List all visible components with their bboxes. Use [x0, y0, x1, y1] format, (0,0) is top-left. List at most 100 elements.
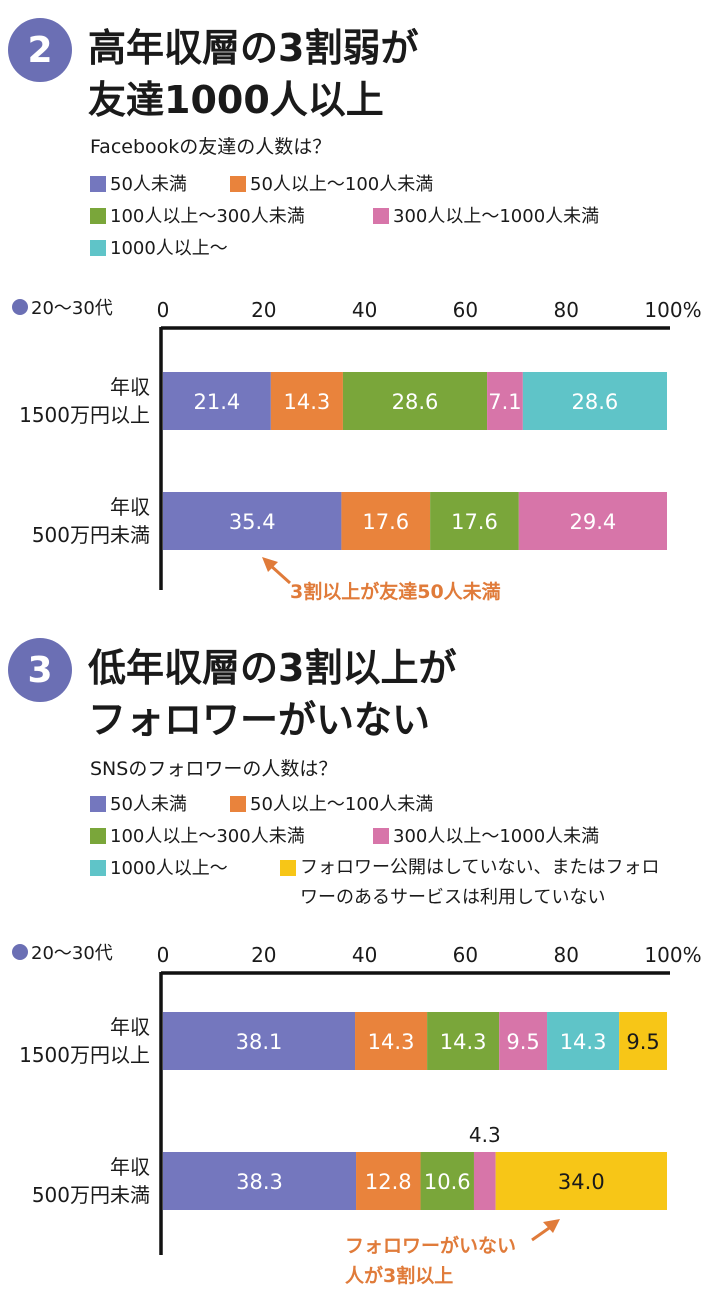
legend-label: 100人以上〜300人未満 — [110, 206, 305, 227]
legend-swatch — [90, 860, 106, 876]
data-label: 9.5 — [626, 1030, 659, 1054]
section-title-line1: 高年収層の3割弱が — [88, 26, 419, 70]
annotation-arrow-head — [262, 557, 278, 572]
bar-segment — [619, 1012, 667, 1070]
legend-item: 1000人以上〜 — [90, 236, 228, 261]
legend-label: 300人以上〜1000人未満 — [393, 206, 600, 227]
legend-label: 50人以上〜100人未満 — [250, 174, 434, 195]
legend-swatch — [90, 828, 106, 844]
category-label-line1: 年収 — [110, 1015, 150, 1039]
legend-label: 50人以上〜100人未満 — [250, 794, 434, 815]
legend-swatch — [373, 828, 389, 844]
bar-segment — [495, 1152, 667, 1210]
legend-item: 100人以上〜300人未満 — [90, 824, 305, 849]
annotation-arrow-line — [531, 1224, 553, 1242]
bar-segment — [518, 492, 667, 550]
legend-item: 50人以上〜100人未満 — [230, 792, 433, 817]
x-tick-label: 100% — [644, 943, 701, 967]
annotation-text-line2: 人が3割以上 — [345, 1264, 453, 1287]
category-label-line2: 1500万円以上 — [19, 1043, 150, 1067]
bar-segment — [356, 1152, 421, 1210]
data-label: 17.6 — [362, 510, 409, 534]
category-label-line2: 500万円未満 — [32, 523, 150, 547]
section-number-badge: 2 — [8, 18, 72, 82]
data-label: 9.5 — [506, 1030, 539, 1054]
x-tick-label: 100% — [644, 298, 701, 322]
group-bullet — [12, 944, 28, 960]
legend-item: 300人以上〜1000人未満 — [373, 204, 599, 229]
x-tick-label: 0 — [157, 298, 170, 322]
data-label: 14.3 — [440, 1030, 487, 1054]
x-tick-label: 40 — [352, 298, 377, 322]
x-tick-label: 80 — [553, 298, 578, 322]
annotation-arrow-head — [543, 1219, 560, 1233]
category-label-line1: 年収 — [110, 375, 150, 399]
group-bullet — [12, 299, 28, 315]
section-number-badge: 3 — [8, 638, 72, 702]
legend-label: 50人未満 — [110, 174, 187, 195]
data-label: 28.6 — [572, 390, 619, 414]
chart-subtitle: SNSのフォロワーの人数は？ — [90, 758, 338, 780]
legend-item: 50人以上〜100人未満 — [230, 172, 433, 197]
bar-segment — [473, 1152, 496, 1210]
legend-label: 50人未満 — [110, 794, 187, 815]
sns-followers-chart: 20〜30代 0 20 40 60 80 100% 年収 1500万円以上 38.1 14.3 14.… — [12, 943, 702, 1287]
data-label: 12.8 — [365, 1170, 412, 1194]
bar-segment — [341, 492, 431, 550]
data-label: 34.0 — [558, 1170, 605, 1194]
data-label: 17.6 — [451, 510, 498, 534]
x-tick-label: 0 — [157, 943, 170, 967]
section-title-line2: フォロワーがいない — [88, 698, 431, 742]
legend-item: 100人以上〜300人未満 — [90, 204, 305, 229]
x-tick-label: 60 — [453, 943, 478, 967]
section-title-line1: 低年収層の3割以上が — [88, 646, 457, 690]
bar-segment — [522, 372, 667, 430]
bar-segment — [487, 372, 523, 430]
bar-segment — [427, 1012, 500, 1070]
legend-swatch — [90, 240, 106, 256]
legend-label: 100人以上〜300人未満 — [110, 826, 305, 847]
data-label: 4.3 — [469, 1123, 501, 1147]
bar-segment — [420, 1152, 474, 1210]
bar-segment — [270, 372, 343, 430]
x-tick-label: 20 — [251, 298, 276, 322]
data-label: 14.3 — [560, 1030, 607, 1054]
section-title-line2: 友達1000人以上 — [88, 78, 384, 122]
legend-swatch — [90, 796, 106, 812]
legend-swatch — [230, 176, 246, 192]
bar-segment — [163, 492, 342, 550]
x-tick-label: 60 — [453, 298, 478, 322]
bar-segment — [163, 1152, 357, 1210]
bar-segment — [547, 1012, 620, 1070]
data-label: 35.4 — [229, 510, 276, 534]
category-label-line2: 500万円未満 — [32, 1183, 150, 1207]
legend-swatch — [373, 208, 389, 224]
data-label: 21.4 — [194, 390, 241, 414]
legend-swatch — [230, 796, 246, 812]
data-label: 28.6 — [392, 390, 439, 414]
data-label: 38.3 — [236, 1170, 283, 1194]
legend-swatch — [280, 860, 296, 876]
legend-item: 300人以上〜1000人未満 — [373, 824, 599, 849]
annotation-text: 3割以上が友達50人未満 — [290, 580, 501, 603]
legend-label: 1000人以上〜 — [110, 858, 228, 879]
legend-label: フォロワー公開はしていない、またはフォロワーのあるサービスは利用していない — [300, 857, 660, 908]
legend-swatch — [90, 208, 106, 224]
category-label-line2: 1500万円以上 — [19, 403, 150, 427]
data-label: 7.1 — [488, 390, 521, 414]
category-label-line1: 年収 — [110, 1155, 150, 1179]
annotation-arrow-line — [268, 563, 292, 585]
annotation-text-line1: フォロワーがいない — [345, 1234, 516, 1257]
group-label: 20〜30代 — [31, 298, 113, 319]
data-label: 38.1 — [236, 1030, 283, 1054]
bar-segment — [163, 372, 271, 430]
x-tick-label: 80 — [553, 943, 578, 967]
bar-segment — [499, 1012, 548, 1070]
bar-segment — [355, 1012, 428, 1070]
bar-segment — [163, 1012, 356, 1070]
data-label: 14.3 — [284, 390, 331, 414]
x-tick-label: 40 — [352, 943, 377, 967]
legend-label: 300人以上〜1000人未満 — [393, 826, 600, 847]
bar-segment — [430, 492, 519, 550]
facebook-friends-chart: 20〜30代 0 20 40 60 80 100% 年収 1500万円以上 21.4 14.3 28.… — [12, 298, 702, 603]
